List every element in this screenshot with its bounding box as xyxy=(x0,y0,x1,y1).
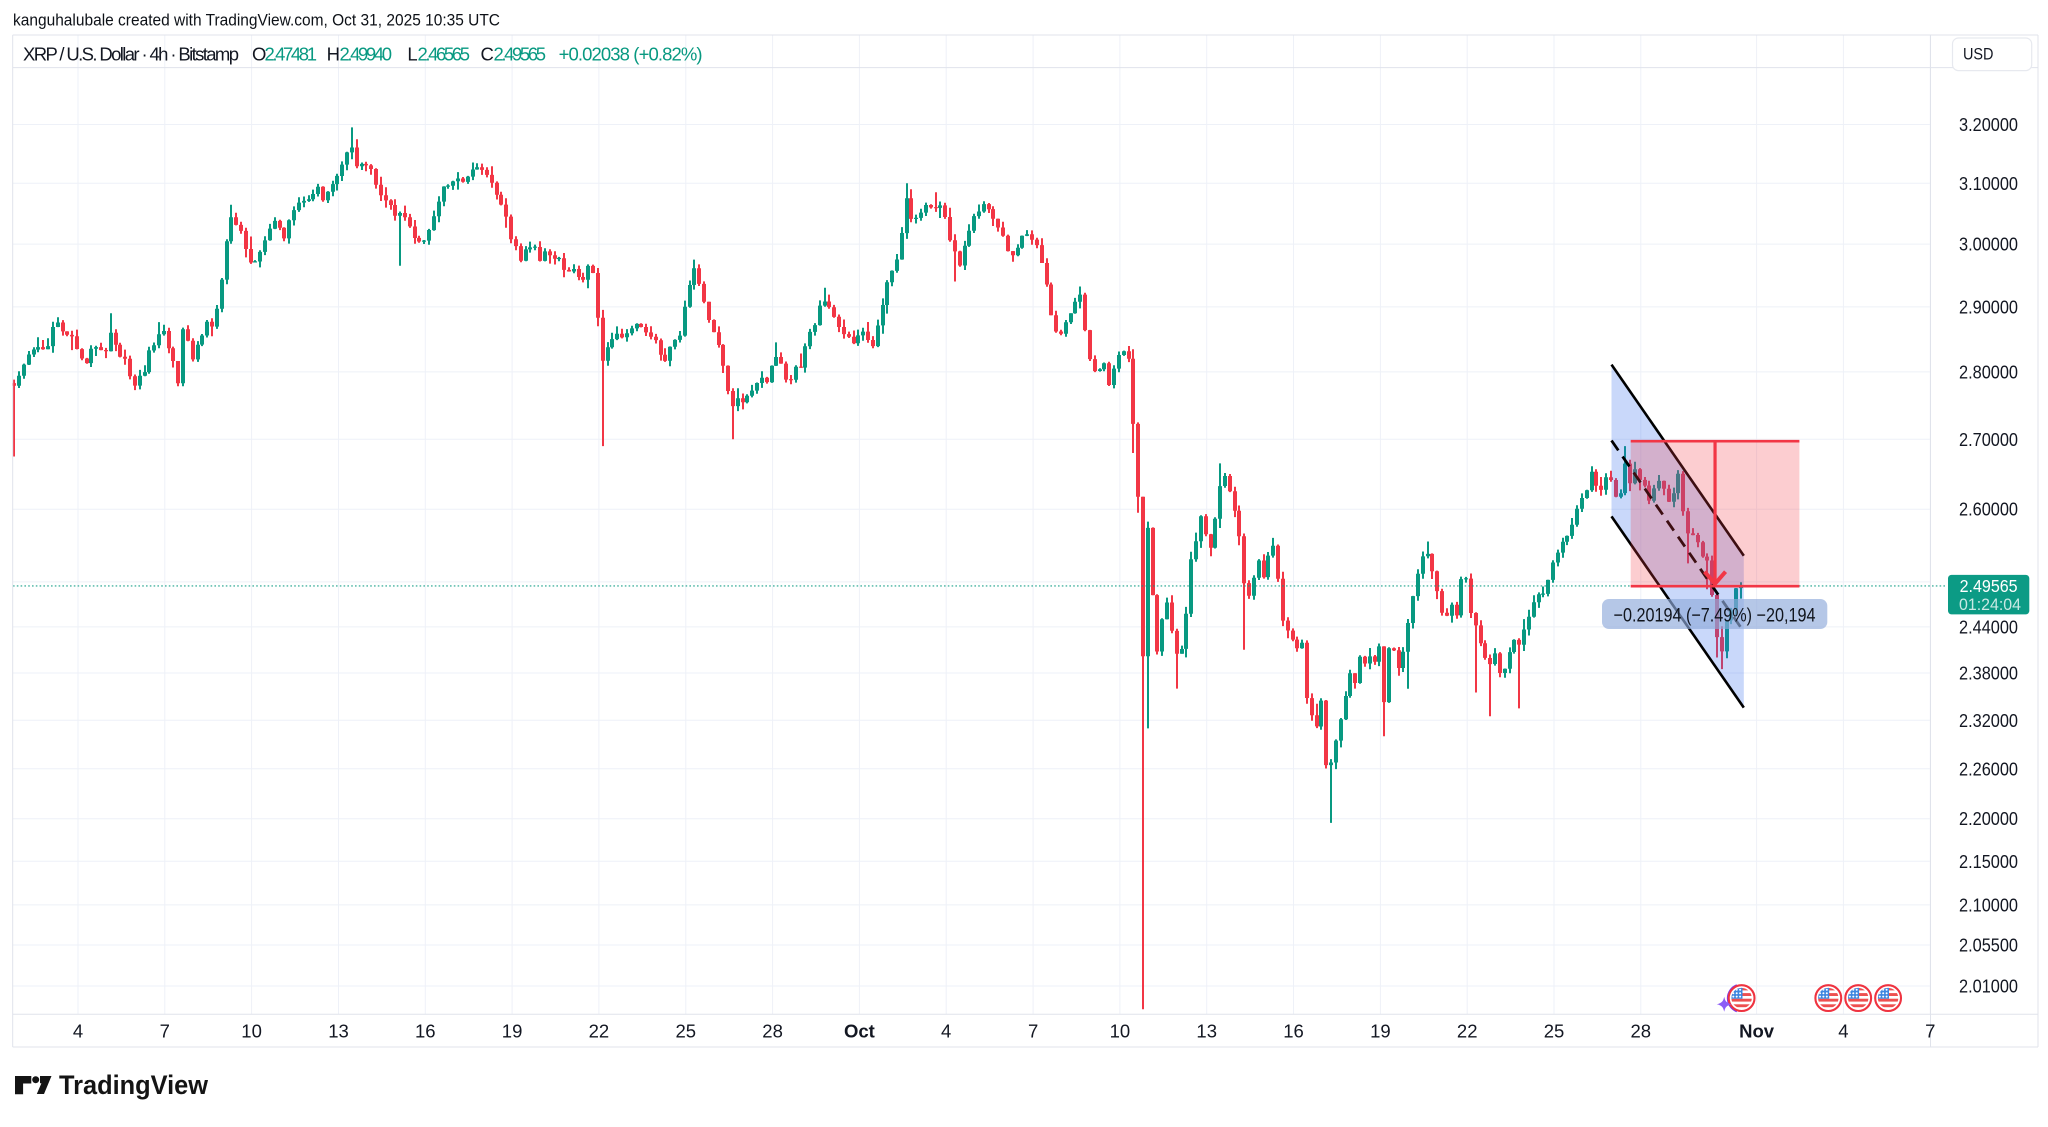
svg-text:XRP / U.S. Dollar · 4h · Bitst: XRP / U.S. Dollar · 4h · Bitstamp xyxy=(23,44,239,65)
svg-text:2.80000: 2.80000 xyxy=(1959,361,2018,382)
svg-text:16: 16 xyxy=(415,1021,436,1042)
svg-text:3.20000: 3.20000 xyxy=(1959,114,2018,135)
svg-text:H: H xyxy=(327,44,340,65)
svg-text:28: 28 xyxy=(1631,1021,1652,1042)
svg-text:L: L xyxy=(407,44,417,65)
svg-text:2.46565: 2.46565 xyxy=(418,44,471,65)
svg-text:+0.02038 (+0.82%): +0.02038 (+0.82%) xyxy=(559,44,703,65)
svg-text:4: 4 xyxy=(73,1021,83,1042)
svg-text:10: 10 xyxy=(1110,1021,1131,1042)
svg-text:10: 10 xyxy=(241,1021,262,1042)
svg-text:2.70000: 2.70000 xyxy=(1959,429,2018,450)
svg-text:22: 22 xyxy=(1457,1021,1478,1042)
svg-text:2.05500: 2.05500 xyxy=(1959,935,2018,956)
svg-text:Oct: Oct xyxy=(844,1021,875,1042)
svg-text:USD: USD xyxy=(1963,45,1994,64)
svg-text:7: 7 xyxy=(1925,1021,1935,1042)
svg-text:25: 25 xyxy=(1544,1021,1565,1042)
svg-text:2.01000: 2.01000 xyxy=(1959,976,2018,997)
svg-text:2.60000: 2.60000 xyxy=(1959,499,2018,520)
svg-text:22: 22 xyxy=(589,1021,610,1042)
svg-text:2.49565: 2.49565 xyxy=(1960,576,2018,596)
svg-text:4: 4 xyxy=(941,1021,951,1042)
svg-text:7: 7 xyxy=(160,1021,170,1042)
svg-text:13: 13 xyxy=(328,1021,349,1042)
svg-text:kanguhalubale created with Tra: kanguhalubale created with TradingView.c… xyxy=(13,12,500,30)
svg-text:13: 13 xyxy=(1196,1021,1217,1042)
svg-text:28: 28 xyxy=(762,1021,783,1042)
svg-text:3.00000: 3.00000 xyxy=(1959,234,2018,255)
svg-text:2.49940: 2.49940 xyxy=(340,44,393,65)
svg-text:Nov: Nov xyxy=(1739,1021,1775,1042)
svg-text:O: O xyxy=(252,44,266,65)
svg-text:2.90000: 2.90000 xyxy=(1959,296,2018,317)
svg-text:25: 25 xyxy=(676,1021,697,1042)
svg-text:01:24:04: 01:24:04 xyxy=(1959,595,2021,614)
svg-text:2.44000: 2.44000 xyxy=(1959,616,2018,637)
svg-text:2.26000: 2.26000 xyxy=(1959,758,2018,779)
svg-text:3.10000: 3.10000 xyxy=(1959,173,2018,194)
svg-text:4: 4 xyxy=(1838,1021,1848,1042)
svg-text:−0.20194 (−7.49%) −20,194: −0.20194 (−7.49%) −20,194 xyxy=(1614,605,1816,627)
svg-text:2.10000: 2.10000 xyxy=(1959,894,2018,915)
svg-text:2.38000: 2.38000 xyxy=(1959,663,2018,684)
svg-text:16: 16 xyxy=(1283,1021,1304,1042)
svg-text:2.15000: 2.15000 xyxy=(1959,851,2018,872)
svg-text:TradingView: TradingView xyxy=(59,1070,208,1100)
svg-text:19: 19 xyxy=(1370,1021,1391,1042)
svg-text:2.32000: 2.32000 xyxy=(1959,710,2018,731)
svg-text:19: 19 xyxy=(502,1021,523,1042)
svg-text:C: C xyxy=(481,44,494,65)
svg-text:7: 7 xyxy=(1028,1021,1038,1042)
svg-text:2.49565: 2.49565 xyxy=(494,44,547,65)
svg-text:2.20000: 2.20000 xyxy=(1959,808,2018,829)
svg-text:2.47481: 2.47481 xyxy=(265,44,318,65)
